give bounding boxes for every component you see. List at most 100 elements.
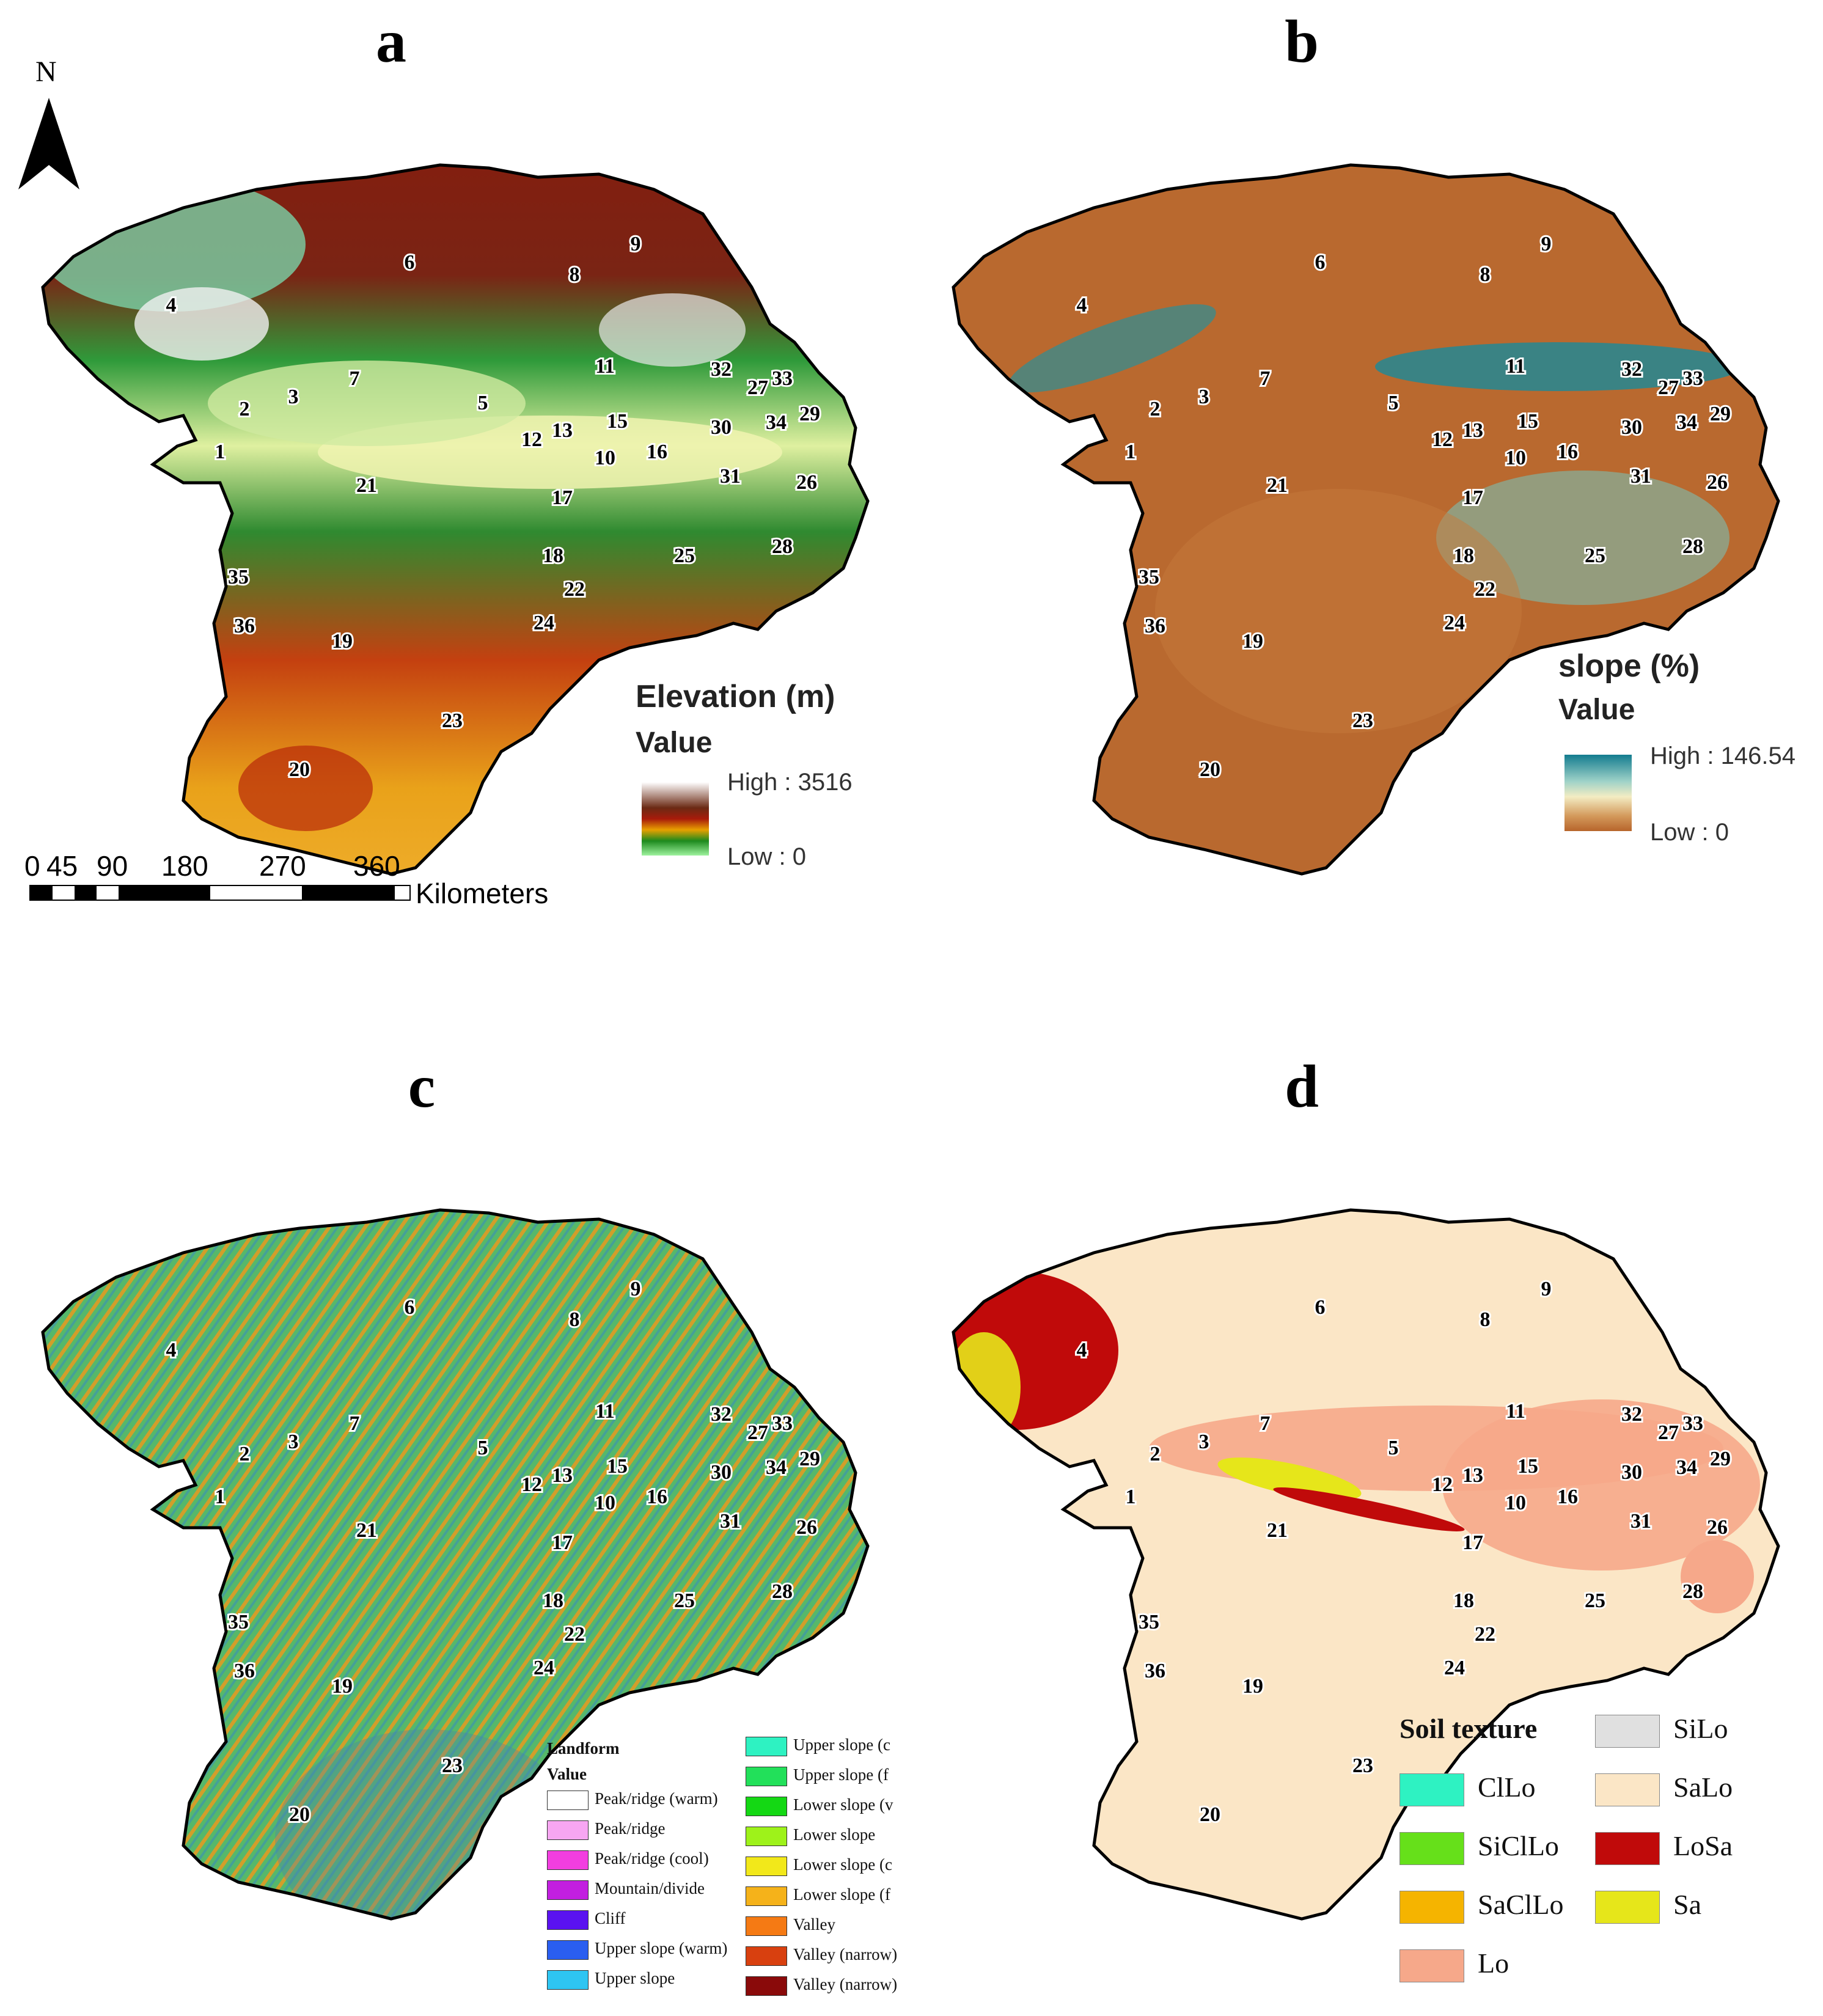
landform-legend-item: Valley (narrow)	[746, 1975, 897, 1997]
region-label-5: 5	[478, 392, 488, 414]
landform-label: Valley (narrow)	[793, 1945, 898, 1963]
region-label-24: 24	[534, 612, 554, 634]
region-label-31: 31	[1630, 1510, 1651, 1533]
soil-label: SiLo	[1673, 1713, 1728, 1744]
scale-tick-label: 270	[259, 850, 306, 882]
scale-bar: 0 45 90 180 270 360 Kilometers	[24, 849, 605, 923]
region-label-36: 36	[234, 1660, 255, 1682]
landform-label: Peak/ridge (cool)	[595, 1849, 709, 1868]
region-label-23: 23	[1352, 709, 1373, 732]
region-label-5: 5	[1388, 392, 1399, 414]
region-label-21: 21	[356, 474, 377, 497]
soil-swatch	[1595, 1773, 1660, 1807]
landform-label: Upper slope (f	[793, 1765, 889, 1784]
landform-swatch	[547, 1880, 589, 1900]
region-label-15: 15	[1517, 410, 1538, 433]
landform-legend-item: Valley (narrow)	[746, 1945, 897, 1967]
landform-label: Upper slope (warm)	[595, 1939, 728, 1957]
landform-label: Upper slope	[595, 1969, 675, 1987]
region-label-2: 2	[1150, 398, 1161, 420]
elevation-legend-subtitle: Value	[636, 727, 713, 759]
region-label-28: 28	[1682, 1580, 1703, 1603]
soil-label: Lo	[1478, 1948, 1509, 1979]
soil-swatch	[1399, 1891, 1464, 1924]
region-label-3: 3	[1199, 386, 1209, 408]
region-label-34: 34	[766, 1456, 787, 1479]
landform-swatch	[746, 1916, 787, 1936]
region-label-29: 29	[799, 1448, 820, 1470]
region-label-17: 17	[552, 1531, 573, 1554]
region-label-24: 24	[1444, 612, 1465, 634]
region-label-19: 19	[1242, 1675, 1263, 1698]
region-label-35: 35	[228, 566, 249, 588]
panel-a: a N	[0, 0, 911, 953]
region-label-23: 23	[442, 1754, 463, 1777]
elevation-color-ramp	[642, 782, 709, 856]
region-label-18: 18	[543, 1589, 563, 1612]
region-label-31: 31	[720, 1510, 741, 1533]
landform-label: Peak/ridge (warm)	[595, 1789, 718, 1808]
soil-swatch	[1399, 1773, 1464, 1807]
region-label-6: 6	[1315, 1296, 1326, 1319]
landform-legend-item: Cliff	[547, 1909, 626, 1931]
region-label-24: 24	[1444, 1657, 1465, 1679]
region-label-26: 26	[1707, 1516, 1728, 1539]
landform-legend-subtitle: Value	[547, 1765, 587, 1783]
region-label-33: 33	[772, 367, 793, 390]
landform-swatch	[746, 1826, 787, 1846]
region-label-25: 25	[674, 1589, 695, 1612]
region-label-9: 9	[1541, 1278, 1552, 1300]
region-label-32: 32	[711, 1403, 732, 1426]
region-label-17: 17	[1462, 1531, 1483, 1554]
region-label-19: 19	[1242, 630, 1263, 653]
region-label-7: 7	[1260, 1412, 1271, 1435]
region-label-20: 20	[1200, 1803, 1220, 1826]
landform-legend-item: Valley	[746, 1915, 835, 1937]
region-label-13: 13	[552, 419, 573, 442]
landform-label: Lower slope (v	[793, 1795, 893, 1814]
landform-swatch	[547, 1910, 589, 1930]
panel-b-letter: b	[1285, 7, 1319, 75]
region-label-33: 33	[772, 1412, 793, 1435]
region-label-35: 35	[1139, 1611, 1159, 1633]
panel-c: c 1 2 3 4 5 6 7 8 9 10 11 12 13 15 16 17 18 19 20 21 22 23 24 2…	[0, 1039, 911, 2016]
slope-legend: slope (%) Value High : 146.54 Low : 0	[1558, 648, 1815, 856]
soil-legend: Soil texture ClLo SiClLo SaClLo Lo SiLo SaLo…	[1399, 1711, 1821, 2004]
landform-swatch	[547, 1820, 589, 1840]
region-label-18: 18	[1453, 1589, 1474, 1612]
region-label-15: 15	[1517, 1455, 1538, 1478]
soil-label: ClLo	[1478, 1772, 1536, 1803]
region-label-29: 29	[1710, 403, 1731, 425]
panel-d-letter: d	[1285, 1052, 1319, 1120]
soil-swatch	[1399, 1832, 1464, 1866]
region-label-36: 36	[1145, 1660, 1165, 1682]
region-label-12: 12	[521, 428, 542, 451]
region-label-10: 10	[1505, 1492, 1526, 1514]
region-label-1: 1	[215, 1486, 226, 1508]
region-label-11: 11	[1506, 355, 1525, 378]
region-label-18: 18	[1453, 544, 1474, 567]
landform-swatch	[746, 1976, 787, 1996]
scale-tick-label: 0	[24, 850, 40, 882]
region-label-8: 8	[570, 1308, 580, 1331]
panel-a-letter: a	[376, 7, 406, 75]
scale-tick-label: 90	[97, 850, 128, 882]
region-label-25: 25	[674, 544, 695, 567]
elevation-legend-low: Low : 0	[727, 843, 806, 870]
region-label-9: 9	[1541, 233, 1552, 255]
landform-legend-item: Upper slope (warm)	[547, 1939, 727, 1961]
landform-legend-item: Mountain/divide	[547, 1879, 705, 1901]
landform-legend: Landform Value Peak/ridge (warm) Peak/rid…	[538, 1736, 911, 2011]
region-label-30: 30	[711, 416, 732, 439]
slope-color-ramp	[1564, 755, 1632, 831]
region-label-1: 1	[1126, 441, 1136, 463]
region-label-27: 27	[1658, 376, 1679, 399]
landform-legend-item: Peak/ridge	[547, 1819, 665, 1841]
region-label-22: 22	[1475, 1623, 1495, 1646]
region-label-4: 4	[166, 294, 177, 317]
landform-legend-item: Lower slope	[746, 1825, 875, 1847]
region-label-10: 10	[595, 1492, 615, 1514]
landform-label: Valley (narrow)	[793, 1975, 898, 1993]
scale-bar-graphic	[29, 885, 411, 901]
